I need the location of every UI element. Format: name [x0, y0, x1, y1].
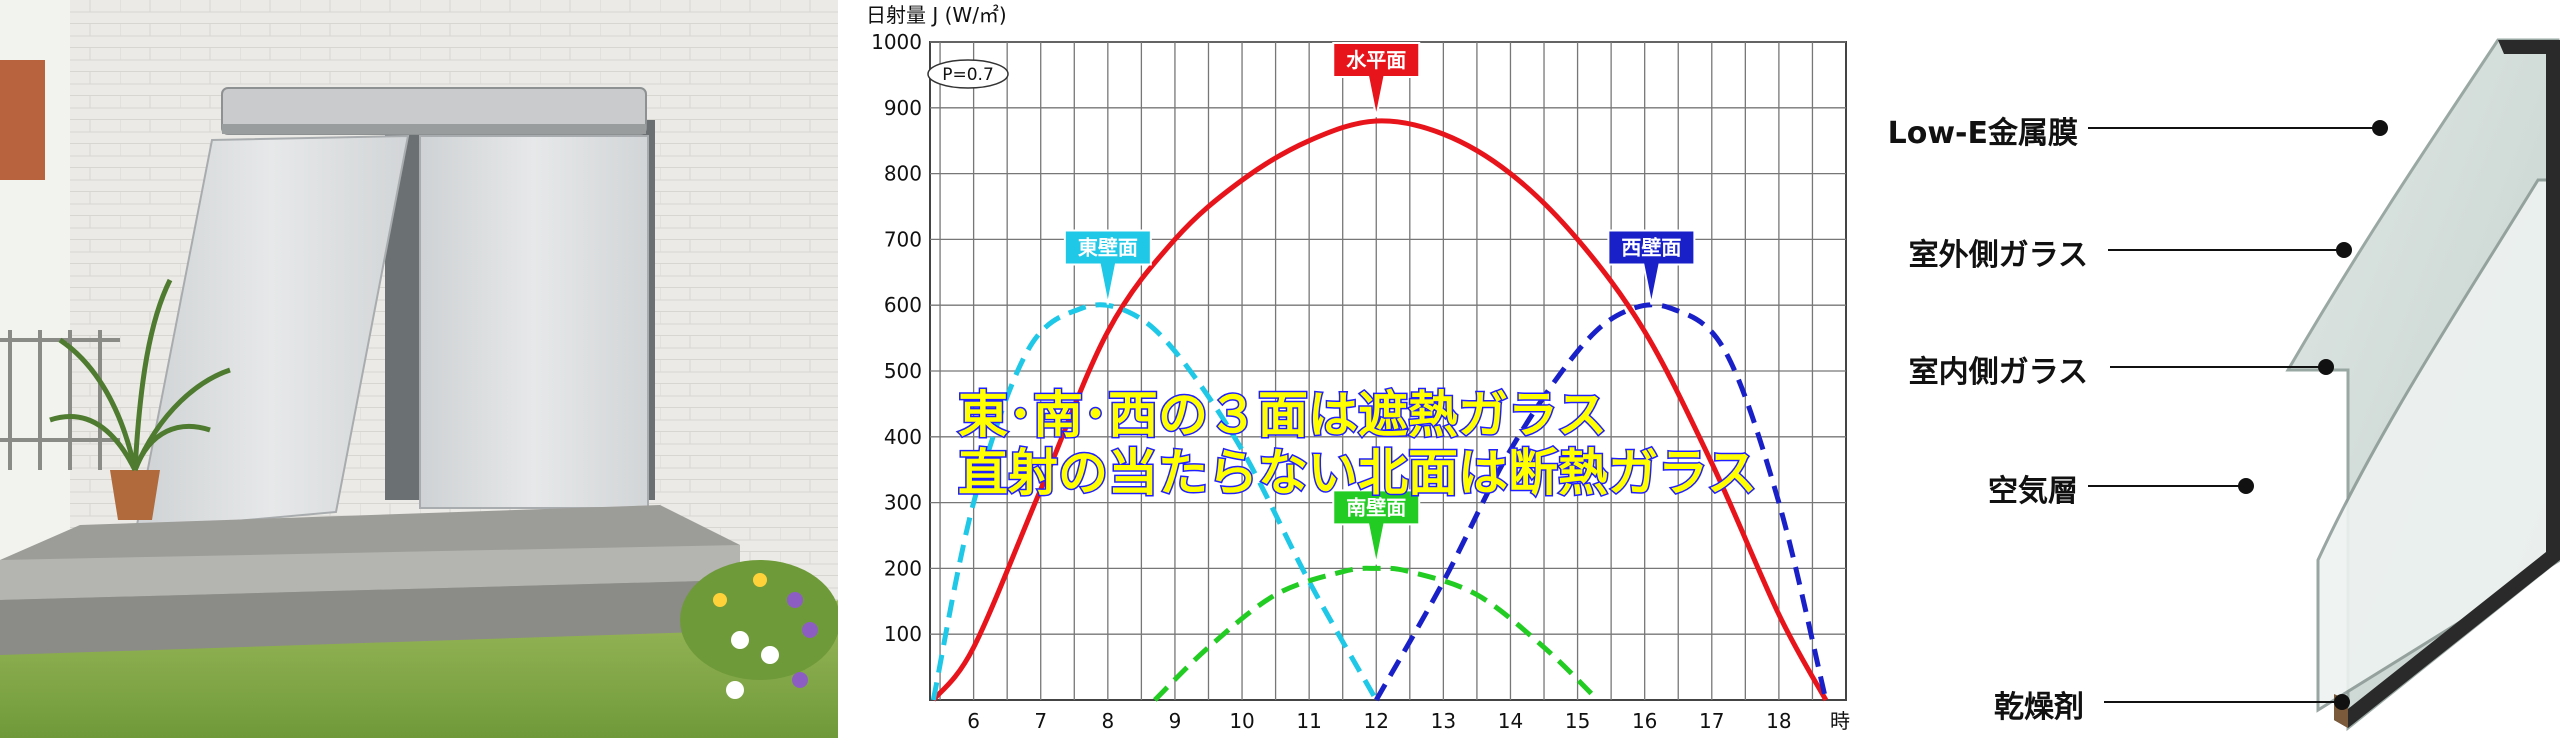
vertical-shade-panel — [419, 135, 649, 509]
x-tick-label: 17 — [1699, 709, 1724, 733]
deck-step-top — [0, 545, 740, 600]
callout-box — [1607, 229, 1696, 305]
lawn — [0, 600, 838, 738]
sunshade-illustration — [0, 0, 838, 738]
label-low-e-film: Low-E金属膜 — [1887, 116, 2078, 151]
glass-cross-section — [2088, 38, 2560, 732]
label-air-layer: 空気層 — [1988, 474, 2078, 509]
overlay-line-1: 東･南･西の３面は遮熱ガラス — [958, 386, 1607, 444]
x-axis-unit: 時 — [1830, 709, 1850, 733]
callout-box — [1063, 229, 1152, 305]
callout-label: 水平面 — [1346, 48, 1406, 72]
series-line — [1374, 302, 1829, 702]
x-tick-label: 9 — [1169, 709, 1182, 733]
callout-label: 南壁面 — [1346, 495, 1406, 519]
x-tick-label: 6 — [967, 709, 980, 733]
solar-radiation-chart: 100 200 300 400 500 600 700 800 900 1000 6 7 8 9 10 11 1… — [838, 0, 1858, 738]
overlay-line-2: 直射の当たらない北面は断熱ガラス — [958, 444, 1757, 502]
y-tick-label: 800 — [884, 162, 922, 186]
leader-lines — [2088, 127, 2380, 703]
awning-cassette-shadow — [222, 124, 646, 134]
y-tick-label: 100 — [884, 622, 922, 646]
flower-bed — [680, 560, 838, 699]
label-outer-glass: 室外側ガラス — [1908, 238, 2088, 273]
callout-label: 西壁面 — [1621, 235, 1681, 259]
potted-palm — [49, 278, 231, 472]
series-callout: 東壁面 — [1063, 229, 1152, 305]
neighbor-brick — [0, 60, 45, 180]
x-tick-label: 13 — [1431, 709, 1456, 733]
x-tick-label: 15 — [1565, 709, 1590, 733]
series-callout: 水平面 — [1332, 41, 1421, 118]
series-callout: 南壁面 — [1332, 489, 1421, 565]
y-axis-label: 日射量 J (W/㎡) — [866, 3, 1007, 27]
tilted-shade-panel — [134, 134, 410, 532]
y-tick-label: 300 — [884, 491, 922, 515]
x-tick-label: 7 — [1034, 709, 1047, 733]
sunshade-photo — [0, 0, 838, 738]
y-tick-label: 1000 — [871, 30, 922, 54]
x-tick-label: 14 — [1498, 709, 1523, 733]
callout-box — [1332, 489, 1421, 565]
callout-label: 東壁面 — [1078, 235, 1138, 259]
parameter-label: P=0.7 — [942, 65, 994, 85]
series-callout: 西壁面 — [1607, 229, 1696, 305]
y-tick-label: 500 — [884, 359, 922, 383]
overlay-message: 東･南･西の３面は遮熱ガラス 直射の当たらない北面は断熱ガラス — [957, 385, 1759, 504]
y-tick-label: 900 — [884, 96, 922, 120]
y-tick-label: 600 — [884, 293, 922, 317]
y-tick-label: 700 — [884, 227, 922, 251]
series-line — [930, 302, 1379, 702]
x-tick-label: 11 — [1296, 709, 1321, 733]
callout-box — [1332, 41, 1421, 118]
series-line — [1153, 565, 1600, 702]
leader-dots — [2238, 120, 2388, 710]
parameter-badge: P=0.7 — [927, 59, 1009, 89]
x-tick-label: 16 — [1632, 709, 1657, 733]
glass-diagram: Low-E金属膜 室外側ガラス 室内側ガラス 空気層 乾燥剤 — [1858, 0, 2560, 738]
y-tick-label: 200 — [884, 556, 922, 580]
label-inner-glass: 室内側ガラス — [1908, 355, 2088, 390]
label-desiccant: 乾燥剤 — [1994, 690, 2084, 725]
y-tick-label: 400 — [884, 425, 922, 449]
x-tick-label: 18 — [1766, 709, 1791, 733]
x-tick-label: 12 — [1364, 709, 1389, 733]
x-tick-label: 8 — [1101, 709, 1114, 733]
inner-pane — [2316, 178, 2560, 713]
x-tick-label: 10 — [1229, 709, 1254, 733]
series-line — [931, 118, 1829, 702]
chart-canvas: 100 200 300 400 500 600 700 800 900 1000 6 7 8 9 10 11 1… — [866, 3, 1850, 733]
plant-pot — [110, 470, 160, 520]
